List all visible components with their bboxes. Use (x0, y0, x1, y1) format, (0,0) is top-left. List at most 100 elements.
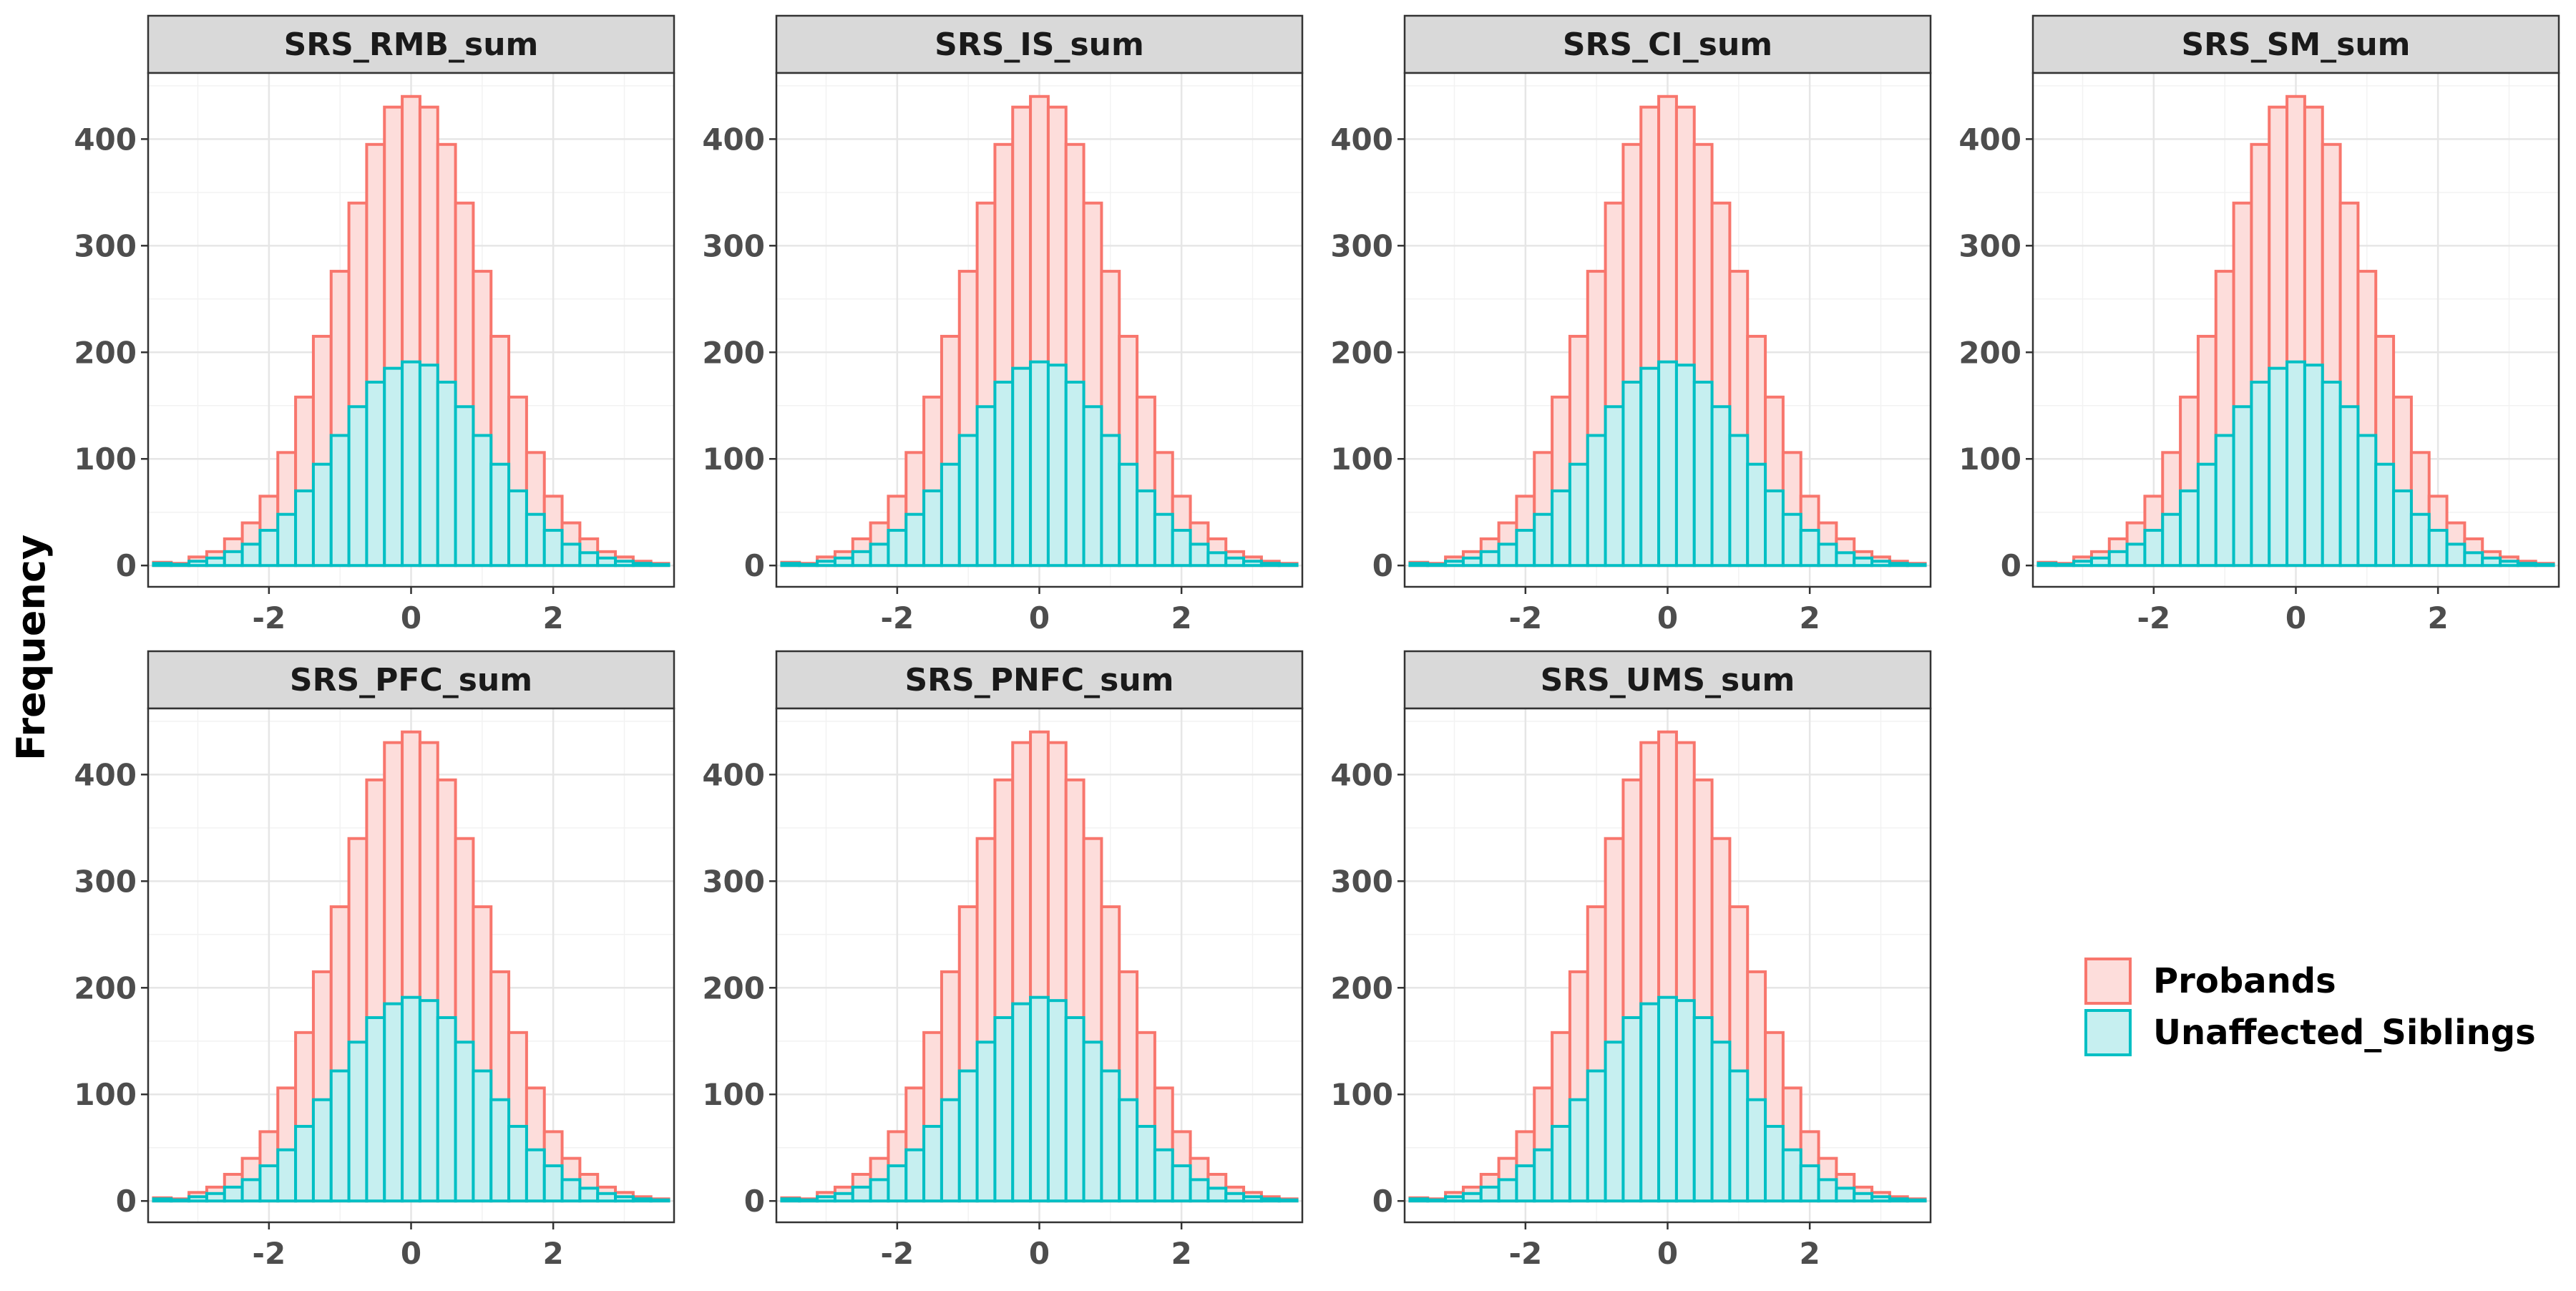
series-unaffected_siblings (1408, 995, 1927, 1203)
y-tick-label: 400 (702, 757, 765, 792)
histogram-bar (1461, 556, 1483, 567)
histogram-bar (1621, 380, 1643, 567)
histogram-bar (2427, 529, 2449, 567)
histogram-bar (649, 1198, 670, 1203)
histogram-bar (1764, 489, 1785, 567)
histogram-bar (1710, 405, 1732, 567)
y-tick-label: 100 (1958, 442, 2021, 477)
y-tick-label: 300 (1330, 864, 1393, 899)
histogram-bar (1153, 512, 1174, 567)
histogram-bar (798, 1198, 819, 1203)
y-tick-label: 0 (1372, 548, 1393, 583)
y-tick-label: 300 (74, 864, 137, 899)
histogram-bar (223, 1185, 244, 1203)
histogram-bar (1189, 542, 1210, 567)
histogram-bar (2463, 551, 2484, 567)
histogram-bar (1639, 366, 1661, 567)
histogram-bar (993, 1015, 1015, 1203)
series-unaffected_siblings (780, 360, 1299, 567)
y-tick-label: 400 (1958, 122, 2021, 157)
x-tick-label: -2 (881, 600, 914, 635)
histogram-bar (1479, 550, 1501, 567)
histogram-bar (2445, 542, 2467, 567)
histogram-bar (311, 1098, 333, 1203)
facet-strip (1403, 650, 1932, 710)
histogram-bar (507, 1124, 528, 1203)
facet-strip (775, 14, 1304, 74)
histogram-bar (1692, 380, 1714, 567)
histogram-bar (347, 1041, 369, 1203)
histogram-bar (940, 1098, 961, 1203)
facet-title: SRS_SM_sum (2181, 26, 2410, 63)
histogram-bar (205, 556, 226, 567)
x-tick-label: 0 (401, 1236, 421, 1271)
histogram-bar (401, 360, 421, 567)
histogram-bar (1408, 1197, 1430, 1203)
histogram-bar (1692, 1015, 1714, 1203)
histogram-bar (1444, 1195, 1465, 1203)
histogram-bar (489, 462, 511, 567)
histogram-bar (542, 1164, 564, 1203)
histogram-bar (1046, 999, 1068, 1203)
histogram-bar (887, 1164, 908, 1203)
histogram-bar (1206, 1187, 1228, 1203)
facet-panel: SRS_PFC_sum 0 100 200 300 400 -2 0 2 (74, 650, 675, 1271)
histogram-bar (816, 1195, 836, 1203)
histogram-bar (2481, 556, 2502, 567)
y-tick-label: 300 (74, 228, 137, 263)
histogram-bar (365, 1015, 386, 1203)
histogram-bar (1277, 1198, 1299, 1203)
y-tick-label: 100 (702, 1077, 765, 1112)
histogram-bar (975, 1041, 997, 1203)
facet-title: SRS_UMS_sum (1541, 662, 1795, 698)
y-tick-label: 300 (1958, 228, 2021, 263)
histogram-bar (869, 1178, 890, 1203)
x-tick-label: -2 (253, 1236, 286, 1271)
histogram-bar (957, 1069, 979, 1203)
legend: Probands Unaffected_Siblings (2084, 958, 2536, 1056)
histogram-bar (489, 1098, 511, 1203)
x-tick-label: 2 (1171, 600, 1192, 635)
histogram-bar (1242, 560, 1263, 567)
histogram-bar (472, 434, 493, 567)
histogram-bar (152, 562, 173, 567)
histogram-bar (240, 1178, 262, 1203)
facet-title: SRS_IS_sum (935, 26, 1144, 63)
facet-strip (147, 14, 675, 74)
x-tick-label: 2 (2428, 600, 2449, 635)
histogram-bar (2036, 562, 2058, 567)
histogram-bar (2250, 380, 2271, 567)
y-tick-label: 0 (116, 548, 137, 583)
histogram-bar (1497, 542, 1518, 567)
histogram-bar (1082, 405, 1103, 567)
x-tick-label: 0 (1029, 1236, 1050, 1271)
histogram-bar (614, 1195, 635, 1203)
histogram-bar (578, 551, 600, 567)
histogram-bar (1888, 1197, 1909, 1203)
histogram-bar (2214, 434, 2235, 567)
histogram-bar (1242, 1195, 1263, 1203)
legend-item: Unaffected_Siblings (2084, 1009, 2536, 1056)
histogram-bar (525, 512, 546, 567)
histogram-bar (276, 1148, 298, 1203)
histogram-bar (1728, 1069, 1750, 1203)
histogram-bar (2516, 562, 2537, 567)
histogram-bar (1064, 1015, 1085, 1203)
legend-label: Unaffected_Siblings (2153, 1013, 2536, 1053)
histogram-bar (631, 1197, 653, 1203)
histogram-bar (1746, 462, 1767, 567)
y-tick-label: 400 (1330, 122, 1393, 157)
histogram-bar (2143, 529, 2165, 567)
histogram-bar (1153, 1148, 1174, 1203)
histogram-bar (401, 995, 421, 1203)
histogram-bar (2338, 405, 2360, 567)
histogram-bar (2125, 542, 2147, 567)
histogram-bar (1029, 995, 1050, 1203)
histogram-bar (1621, 1015, 1643, 1203)
x-tick-label: 2 (543, 600, 564, 635)
histogram-bar (187, 560, 208, 567)
histogram-bar (940, 462, 961, 567)
histogram-bar (887, 529, 908, 567)
legend-key-unaffected_siblings (2084, 1009, 2132, 1056)
